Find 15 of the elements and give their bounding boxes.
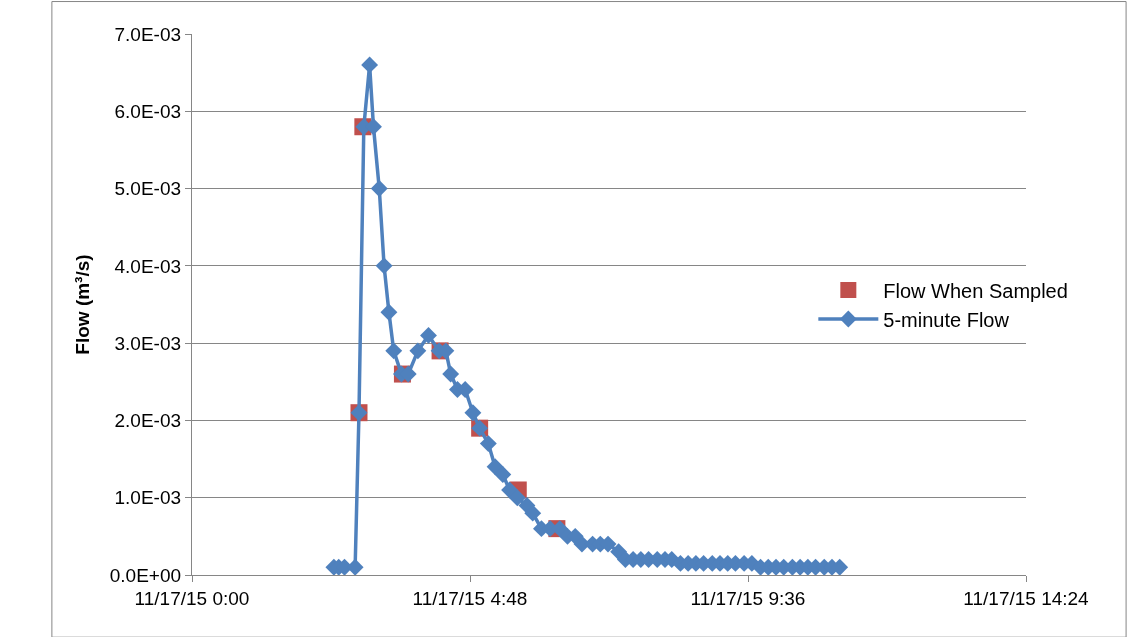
x-tick-label: 11/17/15 4:48 xyxy=(412,587,528,609)
y-tick-label: 2.0E-03 xyxy=(114,410,182,432)
x-tick-label: 11/17/15 0:00 xyxy=(134,587,250,609)
legend-label: 5-minute Flow xyxy=(883,308,1010,331)
y-tick-label: 1.0E-03 xyxy=(114,487,182,509)
y-axis-title: Flow (m³/s) xyxy=(71,254,93,355)
y-tick-label: 5.0E-03 xyxy=(114,178,182,200)
y-tick-label: 0.0E+00 xyxy=(109,564,182,586)
y-tick-label: 3.0E-03 xyxy=(114,332,182,354)
y-tick-label: 7.0E-03 xyxy=(114,23,182,45)
y-tick-label: 6.0E-03 xyxy=(114,100,182,122)
y-tick-label: 4.0E-03 xyxy=(114,255,182,277)
legend-label: Flow When Sampled xyxy=(883,279,1068,302)
x-tick-label: 11/17/15 14:24 xyxy=(963,587,1090,609)
x-tick-label: 11/17/15 9:36 xyxy=(690,587,806,609)
